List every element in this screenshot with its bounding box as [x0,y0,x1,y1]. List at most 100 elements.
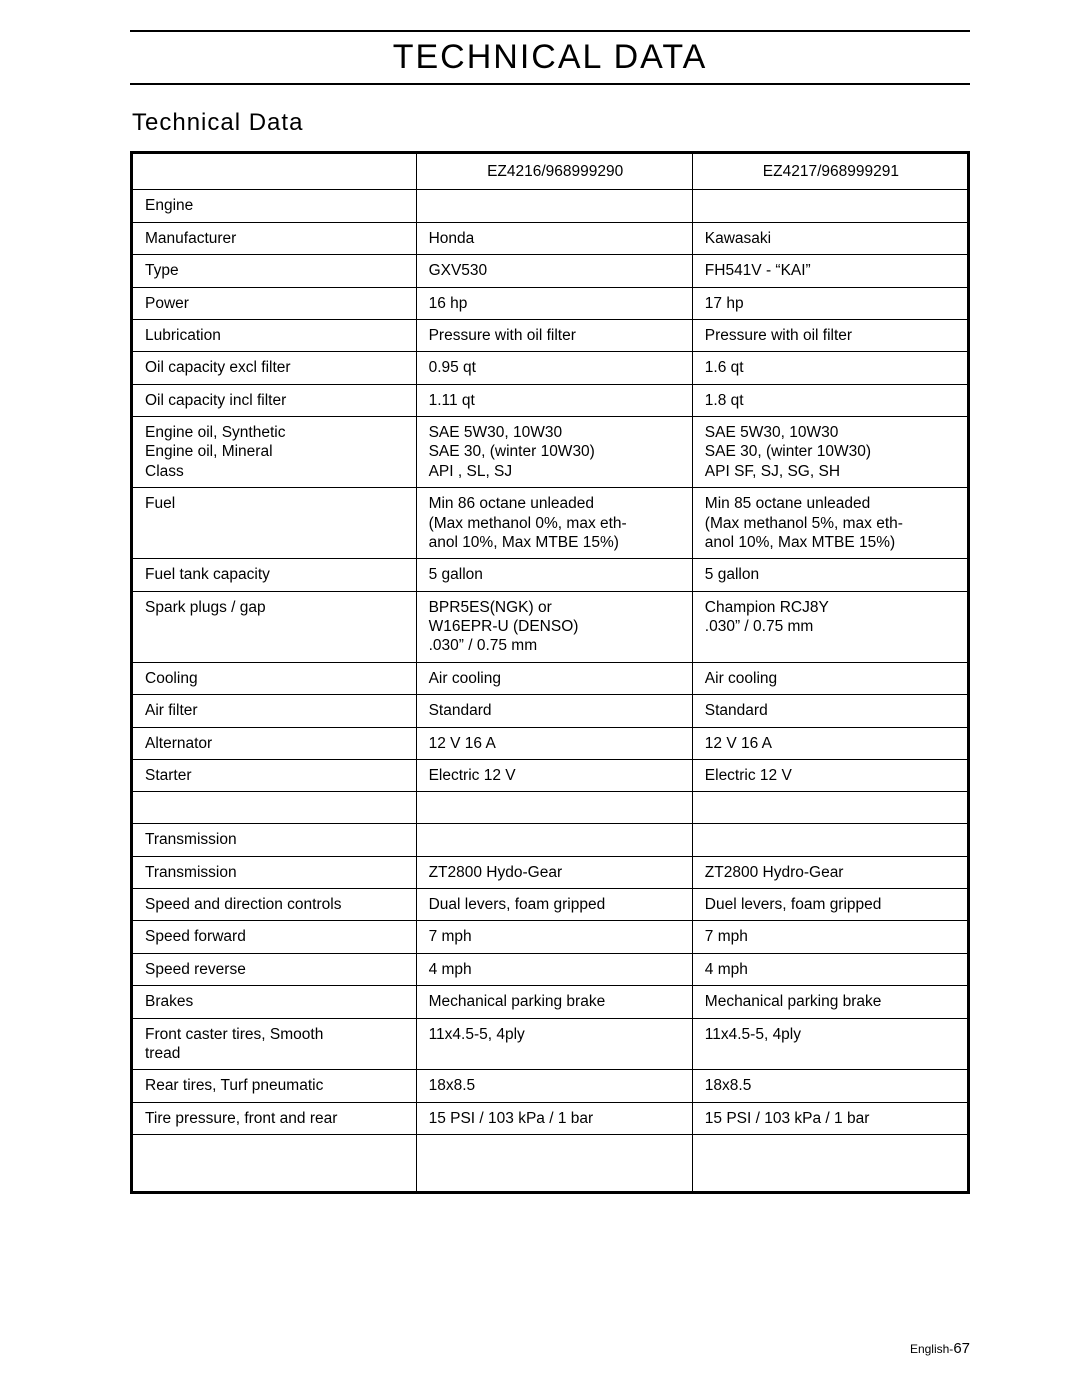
page-title: TECHNICAL DATA [130,38,970,77]
header-blank [132,153,417,190]
row-label: Fuel [132,488,417,559]
row-value-a: 5 gallon [416,559,692,591]
row-value-a: Electric 12 V [416,759,692,791]
row-value-b: Pressure with oil filter [692,319,968,351]
blank-cell [416,1135,692,1193]
table-row: Oil capacity incl filter1.11 qt1.8 qt [132,384,969,416]
column-header-model-b: EZ4217/968999291 [692,153,968,190]
row-label: Tire pressure, front and rear [132,1102,417,1134]
section-blank-row [132,1135,969,1193]
footer-language: English- [910,1342,953,1356]
row-label: Front caster tires, Smoothtread [132,1018,417,1070]
table-row: Alternator12 V 16 A12 V 16 A [132,727,969,759]
table-row: BrakesMechanical parking brakeMechanical… [132,986,969,1018]
section-header-spacer-a [416,190,692,222]
row-value-b: Mechanical parking brake [692,986,968,1018]
row-value-a: Standard [416,695,692,727]
row-value-a: 7 mph [416,921,692,953]
section-header-spacer-a [416,824,692,856]
row-label: Spark plugs / gap [132,591,417,662]
section-header-spacer-b [692,190,968,222]
row-value-b: FH541V - “KAI” [692,255,968,287]
row-value-a: 0.95 qt [416,352,692,384]
section-header-spacer-b [692,824,968,856]
table-row: CoolingAir coolingAir cooling [132,662,969,694]
table-row: TransmissionZT2800 Hydo-GearZT2800 Hydro… [132,856,969,888]
table-row: Speed and direction controls Dual levers… [132,889,969,921]
row-label: Brakes [132,986,417,1018]
table-row: Speed forward7 mph7 mph [132,921,969,953]
row-value-b: 17 hp [692,287,968,319]
section-header-label: Engine [132,190,417,222]
row-value-a: Mechanical parking brake [416,986,692,1018]
row-label: Cooling [132,662,417,694]
row-value-a: GXV530 [416,255,692,287]
row-value-b: 4 mph [692,953,968,985]
row-value-a: SAE 5W30, 10W30SAE 30, (winter 10W30)API… [416,417,692,488]
row-label: Starter [132,759,417,791]
row-value-b: Air cooling [692,662,968,694]
row-value-a: 18x8.5 [416,1070,692,1102]
column-header-model-a: EZ4216/968999290 [416,153,692,190]
table-row: TypeGXV530FH541V - “KAI” [132,255,969,287]
row-label: Power [132,287,417,319]
section-blank-row [132,792,969,824]
row-value-b: Duel levers, foam gripped [692,889,968,921]
section-header-label: Transmission [132,824,417,856]
row-label: Air filter [132,695,417,727]
row-value-b: Electric 12 V [692,759,968,791]
row-value-b: Champion RCJ8Y.030” / 0.75 mm [692,591,968,662]
row-value-a: Pressure with oil filter [416,319,692,351]
table-row: Fuel tank capacity5 gallon5 gallon [132,559,969,591]
row-label: Speed and direction controls [132,889,417,921]
row-value-b: Kawasaki [692,222,968,254]
page: TECHNICAL DATA Technical Data EZ4216/968… [0,0,1080,1397]
row-label: Fuel tank capacity [132,559,417,591]
row-value-b: 1.6 qt [692,352,968,384]
blank-cell [692,792,968,824]
table-row: Engine oil, SyntheticEngine oil, Mineral… [132,417,969,488]
row-label: Lubrication [132,319,417,351]
table-row: LubricationPressure with oil filterPress… [132,319,969,351]
row-value-a: 1.11 qt [416,384,692,416]
row-label: Rear tires, Turf pneumatic [132,1070,417,1102]
row-value-a: BPR5ES(NGK) orW16EPR-U (DENSO).030” / 0.… [416,591,692,662]
table-row: Oil capacity excl filter0.95 qt1.6 qt [132,352,969,384]
footer-page-number: 67 [953,1340,970,1357]
row-label: Speed forward [132,921,417,953]
row-value-a: 16 hp [416,287,692,319]
blank-cell [132,792,417,824]
section-title: Technical Data [132,109,970,137]
row-label: Type [132,255,417,287]
row-label: Speed reverse [132,953,417,985]
row-value-b: 7 mph [692,921,968,953]
row-value-b: 1.8 qt [692,384,968,416]
row-value-a: Dual levers, foam gripped [416,889,692,921]
section-header-row: Engine [132,190,969,222]
row-value-b: 11x4.5-5, 4ply [692,1018,968,1070]
row-value-a: Min 86 octane unleaded(Max methanol 0%, … [416,488,692,559]
row-value-a: 11x4.5-5, 4ply [416,1018,692,1070]
spec-table: EZ4216/968999290EZ4217/968999291EngineMa… [130,151,970,1194]
row-value-a: ZT2800 Hydo-Gear [416,856,692,888]
table-row: StarterElectric 12 VElectric 12 V [132,759,969,791]
row-value-b: 12 V 16 A [692,727,968,759]
table-row: Rear tires, Turf pneumatic18x8.518x8.5 [132,1070,969,1102]
row-label: Engine oil, SyntheticEngine oil, Mineral… [132,417,417,488]
row-value-b: SAE 5W30, 10W30SAE 30, (winter 10W30)API… [692,417,968,488]
table-row: FuelMin 86 octane unleaded(Max methanol … [132,488,969,559]
row-label: Oil capacity incl filter [132,384,417,416]
row-value-a: 12 V 16 A [416,727,692,759]
table-row: Air filterStandardStandard [132,695,969,727]
blank-cell [132,1135,417,1193]
top-rule [130,30,970,32]
page-footer: English-67 [910,1340,970,1357]
table-row: Speed reverse4 mph4 mph [132,953,969,985]
row-value-a: 4 mph [416,953,692,985]
section-header-row: Transmission [132,824,969,856]
table-row: Front caster tires, Smoothtread11x4.5-5,… [132,1018,969,1070]
title-underline [130,83,970,85]
row-value-a: Honda [416,222,692,254]
table-header-row: EZ4216/968999290EZ4217/968999291 [132,153,969,190]
table-row: Power16 hp17 hp [132,287,969,319]
